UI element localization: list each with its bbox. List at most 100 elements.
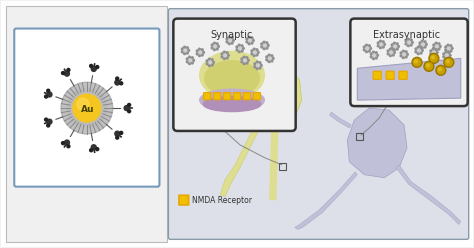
Circle shape [393,44,397,49]
Circle shape [253,50,257,54]
Circle shape [443,56,445,58]
Circle shape [64,140,70,145]
Circle shape [189,56,190,58]
Circle shape [447,60,449,63]
Circle shape [365,46,369,51]
Circle shape [430,53,431,55]
Circle shape [445,51,447,53]
Circle shape [196,53,198,55]
Circle shape [393,42,395,44]
Circle shape [448,57,450,59]
Circle shape [405,56,407,58]
Circle shape [193,60,194,61]
FancyBboxPatch shape [386,71,394,79]
Circle shape [199,48,200,50]
Circle shape [415,48,417,50]
Circle shape [191,62,193,64]
Circle shape [443,53,445,55]
Circle shape [124,106,129,111]
Circle shape [445,58,447,60]
Ellipse shape [267,91,285,106]
Circle shape [370,48,372,49]
Circle shape [128,110,131,113]
FancyBboxPatch shape [235,94,239,98]
Circle shape [211,64,213,66]
FancyBboxPatch shape [254,93,260,100]
FancyBboxPatch shape [400,72,406,78]
Circle shape [387,50,389,52]
Circle shape [387,53,389,55]
Circle shape [224,58,225,60]
Circle shape [96,65,99,68]
Circle shape [435,42,437,44]
Circle shape [377,42,379,44]
Circle shape [191,57,193,59]
FancyBboxPatch shape [234,93,240,100]
FancyBboxPatch shape [14,29,159,187]
Circle shape [241,61,243,63]
Circle shape [267,45,269,46]
Circle shape [257,52,259,53]
Circle shape [419,42,420,44]
Text: Extrasynaptic: Extrasynaptic [374,30,441,39]
Circle shape [424,41,426,42]
Circle shape [206,63,208,65]
Circle shape [435,49,437,51]
Circle shape [421,40,423,42]
Circle shape [263,43,267,47]
Circle shape [241,58,243,60]
Circle shape [445,49,447,51]
Circle shape [369,45,370,47]
Circle shape [241,57,248,64]
Circle shape [266,59,267,61]
FancyBboxPatch shape [350,19,468,106]
Circle shape [416,47,422,54]
Circle shape [196,50,198,52]
Circle shape [398,46,400,47]
Circle shape [383,46,384,48]
Circle shape [253,40,254,41]
Circle shape [77,98,89,110]
Circle shape [184,53,185,55]
Circle shape [396,43,398,44]
Circle shape [243,56,245,58]
Circle shape [420,52,422,54]
Circle shape [406,39,412,46]
Circle shape [266,55,273,62]
Circle shape [439,46,441,47]
Circle shape [375,52,377,54]
Circle shape [128,103,131,106]
Circle shape [251,53,253,55]
Circle shape [255,62,261,69]
Circle shape [452,48,453,49]
Polygon shape [329,112,351,128]
Circle shape [412,57,422,67]
Circle shape [405,51,407,53]
Circle shape [268,61,270,62]
FancyBboxPatch shape [168,9,469,239]
Circle shape [405,43,407,45]
Circle shape [90,149,92,152]
Circle shape [421,42,425,47]
Circle shape [246,57,248,59]
Circle shape [377,55,379,56]
Circle shape [377,45,379,47]
Circle shape [430,50,431,52]
Circle shape [266,47,268,49]
Circle shape [238,46,242,50]
Circle shape [266,42,268,43]
Circle shape [116,77,118,80]
Circle shape [438,43,440,44]
Circle shape [203,52,204,53]
Circle shape [391,47,393,49]
Circle shape [393,49,395,51]
Circle shape [91,145,96,150]
Circle shape [432,48,434,50]
Circle shape [47,89,50,92]
Circle shape [420,47,422,49]
Circle shape [116,136,118,139]
Circle shape [401,51,408,58]
Circle shape [182,48,183,50]
Circle shape [73,94,101,122]
Circle shape [221,53,223,55]
